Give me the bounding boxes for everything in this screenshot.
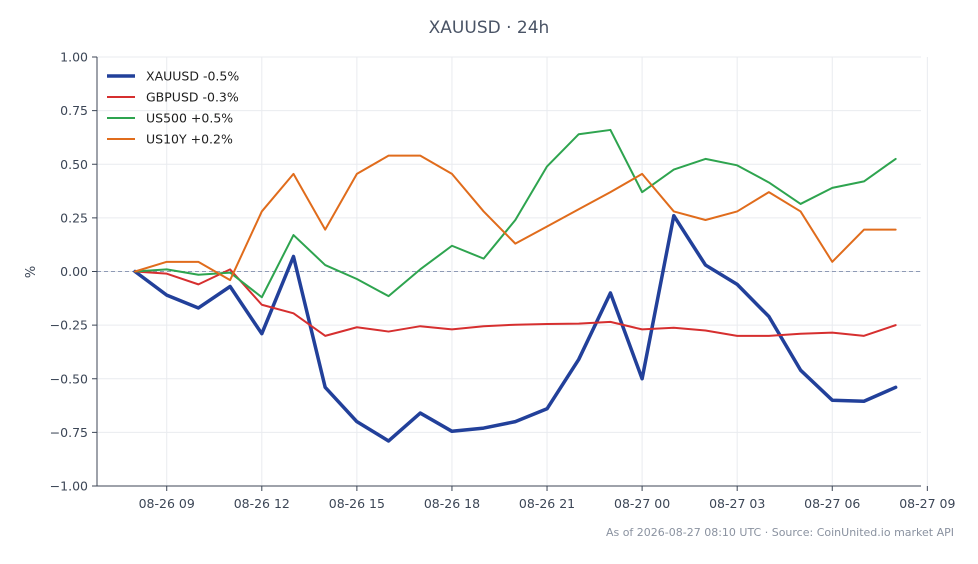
x-tick-label: 08-27 00 bbox=[614, 496, 670, 511]
legend[interactable]: XAUUSD -0.5% GBPUSD -0.3% US500 +0.5% US10Y… bbox=[107, 69, 239, 147]
y-tick-label: −1.00 bbox=[50, 479, 88, 494]
x-tick-label: 08-27 03 bbox=[709, 496, 765, 511]
axes: −1.00 −0.75 −0.50 −0.25 0.00 0.25 0.50 0.75 1.00… bbox=[50, 50, 956, 512]
y-tick-label: 0.50 bbox=[60, 157, 88, 172]
y-tick-label: 1.00 bbox=[60, 50, 88, 65]
x-tick-label: 08-26 09 bbox=[139, 496, 195, 511]
x-tick-label: 08-26 15 bbox=[329, 496, 385, 511]
y-axis-label: % bbox=[24, 266, 39, 278]
y-tick-label: 0.25 bbox=[60, 210, 88, 225]
legend-label-1: GBPUSD -0.3% bbox=[146, 90, 239, 105]
series-line-0 bbox=[133, 213, 898, 443]
y-tick-label: −0.75 bbox=[50, 425, 88, 440]
series-line-2 bbox=[134, 128, 897, 299]
x-tick-label: 08-26 18 bbox=[424, 496, 480, 511]
x-tick-label: 08-26 21 bbox=[519, 496, 575, 511]
series-lines bbox=[133, 128, 898, 443]
x-tick-label: 08-26 12 bbox=[234, 496, 290, 511]
y-tick-label: −0.50 bbox=[50, 371, 88, 386]
y-tick-label: 0.00 bbox=[60, 264, 88, 279]
chart-title: XAUUSD · 24h bbox=[428, 18, 550, 38]
series-line-3 bbox=[134, 154, 897, 282]
series-line-1 bbox=[134, 268, 897, 337]
source-footnote: As of 2026-08-27 08:10 UTC · Source: Coi… bbox=[605, 526, 954, 539]
y-tick-label: −0.25 bbox=[50, 318, 88, 333]
x-tick-label: 08-27 06 bbox=[804, 496, 860, 511]
legend-label-2: US500 +0.5% bbox=[146, 111, 233, 126]
legend-label-3: US10Y +0.2% bbox=[146, 132, 233, 147]
x-tick-label: 08-27 09 bbox=[899, 496, 955, 511]
y-tick-label: 0.75 bbox=[60, 103, 88, 118]
legend-label-0: XAUUSD -0.5% bbox=[146, 69, 239, 84]
